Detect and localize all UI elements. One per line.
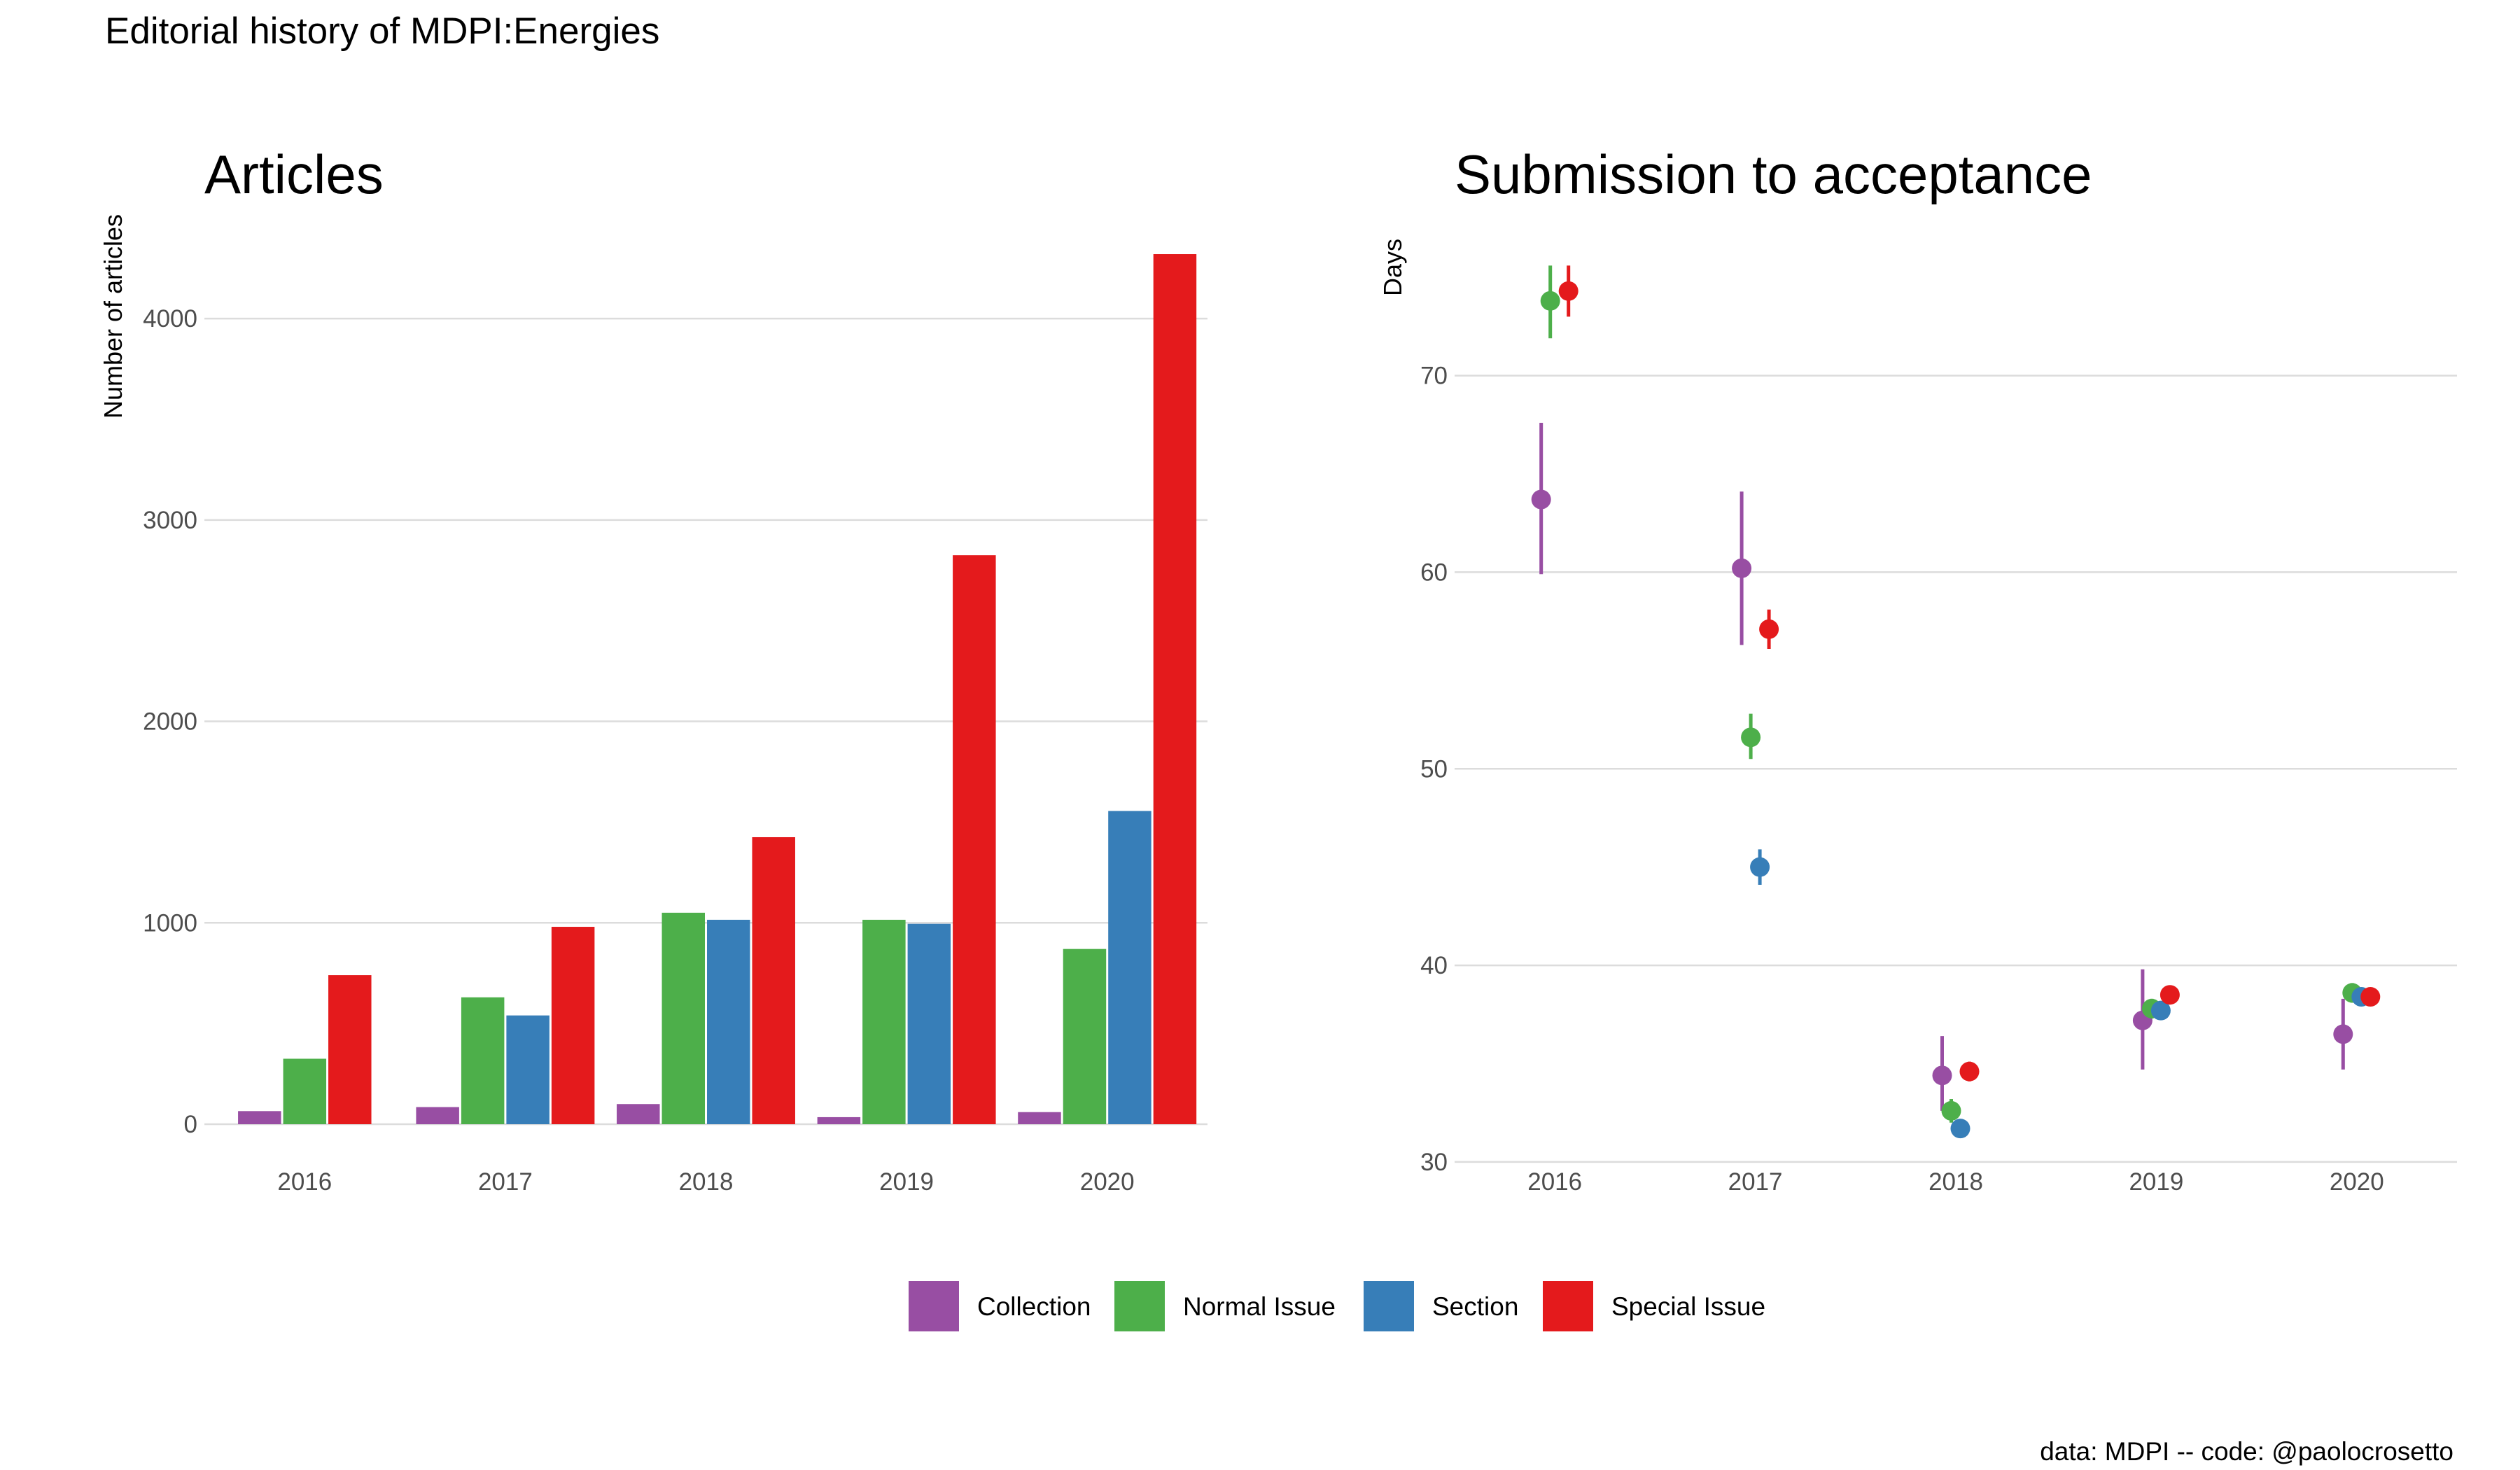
- legend-label-collection: Collection: [977, 1292, 1091, 1321]
- legend-key-collection: [909, 1281, 959, 1331]
- point-special-issue-2018: [1959, 1061, 1980, 1082]
- articles-x-tick-2019: 2019: [879, 1168, 934, 1196]
- articles-y-tick-1000: 1000: [143, 909, 197, 937]
- bar-normal-issue-2018: [662, 912, 705, 1124]
- point-special-issue-2017: [1759, 619, 1779, 639]
- submission-y-tick-60: 60: [1420, 559, 1448, 586]
- legend: Collection Normal Issue Section Special Iss…: [909, 1281, 1765, 1331]
- bar-special-issue-2018: [752, 836, 795, 1124]
- articles-y-tick-2000: 2000: [143, 708, 197, 736]
- articles-panel: Articles Number of articles 0 1000 2000 300…: [99, 144, 1208, 1196]
- articles-x-tick-labels: 2016 2017 2018 2019 2020: [277, 1168, 1134, 1196]
- articles-y-tick-4000: 4000: [143, 305, 197, 332]
- articles-panel-title: Articles: [204, 144, 384, 205]
- articles-x-tick-2016: 2016: [277, 1168, 332, 1196]
- bar-normal-issue-2020: [1063, 948, 1107, 1124]
- point-special-issue-2019: [2160, 985, 2180, 1005]
- bar-section-2018: [707, 919, 750, 1124]
- articles-y-tick-0: 0: [184, 1111, 197, 1138]
- submission-panel-title: Submission to acceptance: [1455, 144, 2092, 205]
- point-collection-2017: [1732, 558, 1752, 578]
- point-special-issue-2020: [2360, 987, 2381, 1007]
- bar-normal-issue-2016: [283, 1058, 327, 1124]
- submission-y-tick-40: 40: [1420, 952, 1448, 979]
- submission-x-tick-2018: 2018: [1928, 1168, 1983, 1196]
- bar-section-2017: [506, 1015, 550, 1124]
- submission-y-tick-labels: 30 40 50 60 70: [1420, 363, 1448, 1176]
- submission-x-tick-2017: 2017: [1728, 1168, 1783, 1196]
- legend-label-section: Section: [1432, 1292, 1518, 1321]
- legend-key-special-issue: [1543, 1281, 1593, 1331]
- bar-section-2019: [907, 923, 951, 1124]
- bar-special-issue-2017: [551, 927, 595, 1124]
- articles-y-axis-label: Number of articles: [99, 214, 127, 419]
- figure-title: Editorial history of MDPI:Energies: [105, 10, 659, 52]
- point-normal-issue-2018: [1941, 1100, 1961, 1121]
- bar-collection-2017: [416, 1107, 459, 1124]
- legend-label-normal-issue: Normal Issue: [1183, 1292, 1336, 1321]
- point-collection-2020: [2333, 1024, 2353, 1044]
- point-section-2019: [2150, 1000, 2171, 1021]
- point-normal-issue-2017: [1741, 727, 1761, 748]
- submission-points: [1531, 265, 2381, 1139]
- articles-y-tick-labels: 0 1000 2000 3000 4000: [143, 305, 197, 1138]
- articles-x-tick-2017: 2017: [478, 1168, 533, 1196]
- bar-collection-2020: [1018, 1112, 1061, 1124]
- bar-special-issue-2019: [953, 555, 996, 1124]
- submission-y-axis-label: Days: [1378, 239, 1407, 296]
- submission-y-tick-30: 30: [1420, 1149, 1448, 1176]
- articles-bars: [238, 254, 1197, 1124]
- bar-special-issue-2016: [328, 975, 372, 1124]
- submission-y-tick-50: 50: [1420, 755, 1448, 783]
- articles-y-tick-3000: 3000: [143, 507, 197, 534]
- bar-collection-2016: [238, 1111, 281, 1124]
- point-normal-issue-2016: [1540, 290, 1560, 311]
- bar-normal-issue-2019: [862, 919, 906, 1124]
- bar-section-2020: [1108, 811, 1152, 1124]
- submission-x-tick-2016: 2016: [1527, 1168, 1582, 1196]
- bar-collection-2018: [617, 1104, 660, 1124]
- bar-special-issue-2020: [1153, 254, 1197, 1124]
- bar-normal-issue-2017: [461, 997, 505, 1124]
- point-section-2018: [1950, 1119, 1970, 1139]
- submission-x-tick-labels: 2016 2017 2018 2019 2020: [1527, 1168, 2384, 1196]
- legend-key-normal-issue: [1114, 1281, 1165, 1331]
- legend-label-special-issue: Special Issue: [1611, 1292, 1765, 1321]
- point-collection-2016: [1531, 489, 1551, 510]
- submission-x-tick-2019: 2019: [2129, 1168, 2183, 1196]
- bar-collection-2019: [817, 1116, 861, 1124]
- caption: data: MDPI -- code: @paolocrosetto: [2040, 1437, 2454, 1466]
- point-section-2017: [1750, 857, 1770, 877]
- point-collection-2018: [1932, 1065, 1952, 1086]
- articles-x-tick-2018: 2018: [679, 1168, 734, 1196]
- submission-x-tick-2020: 2020: [2330, 1168, 2384, 1196]
- submission-gridlines: [1455, 374, 2457, 1163]
- submission-y-tick-70: 70: [1420, 363, 1448, 390]
- articles-x-tick-2020: 2020: [1080, 1168, 1135, 1196]
- submission-panel: Submission to acceptance Days 30 40 50 60 70…: [1378, 144, 2457, 1196]
- legend-key-section: [1364, 1281, 1414, 1331]
- point-special-issue-2016: [1558, 281, 1578, 301]
- articles-gridlines: [204, 317, 1208, 1126]
